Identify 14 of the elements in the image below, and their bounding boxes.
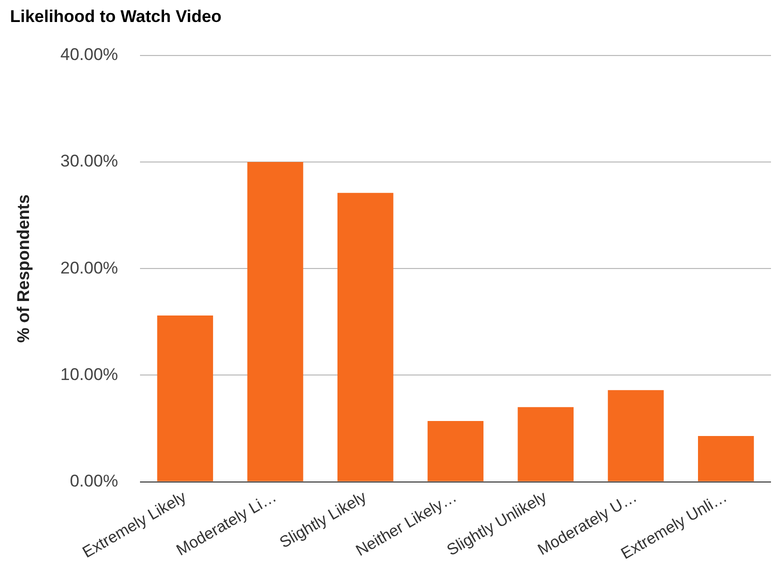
bar — [157, 316, 214, 482]
chart-title: Likelihood to Watch Video — [10, 6, 222, 26]
bar — [247, 162, 304, 482]
y-tick-label: 0.00% — [70, 471, 118, 490]
bar — [337, 192, 394, 482]
y-axis-title: % of Respondents — [14, 194, 33, 343]
bar — [608, 390, 664, 482]
bar — [518, 407, 574, 482]
y-tick-label: 20.00% — [60, 258, 118, 278]
bar — [428, 421, 484, 482]
y-tick-label: 30.00% — [60, 152, 118, 171]
y-tick-label: 10.00% — [60, 364, 118, 384]
y-tick-label: 40.00% — [60, 45, 118, 64]
bar — [698, 436, 754, 482]
